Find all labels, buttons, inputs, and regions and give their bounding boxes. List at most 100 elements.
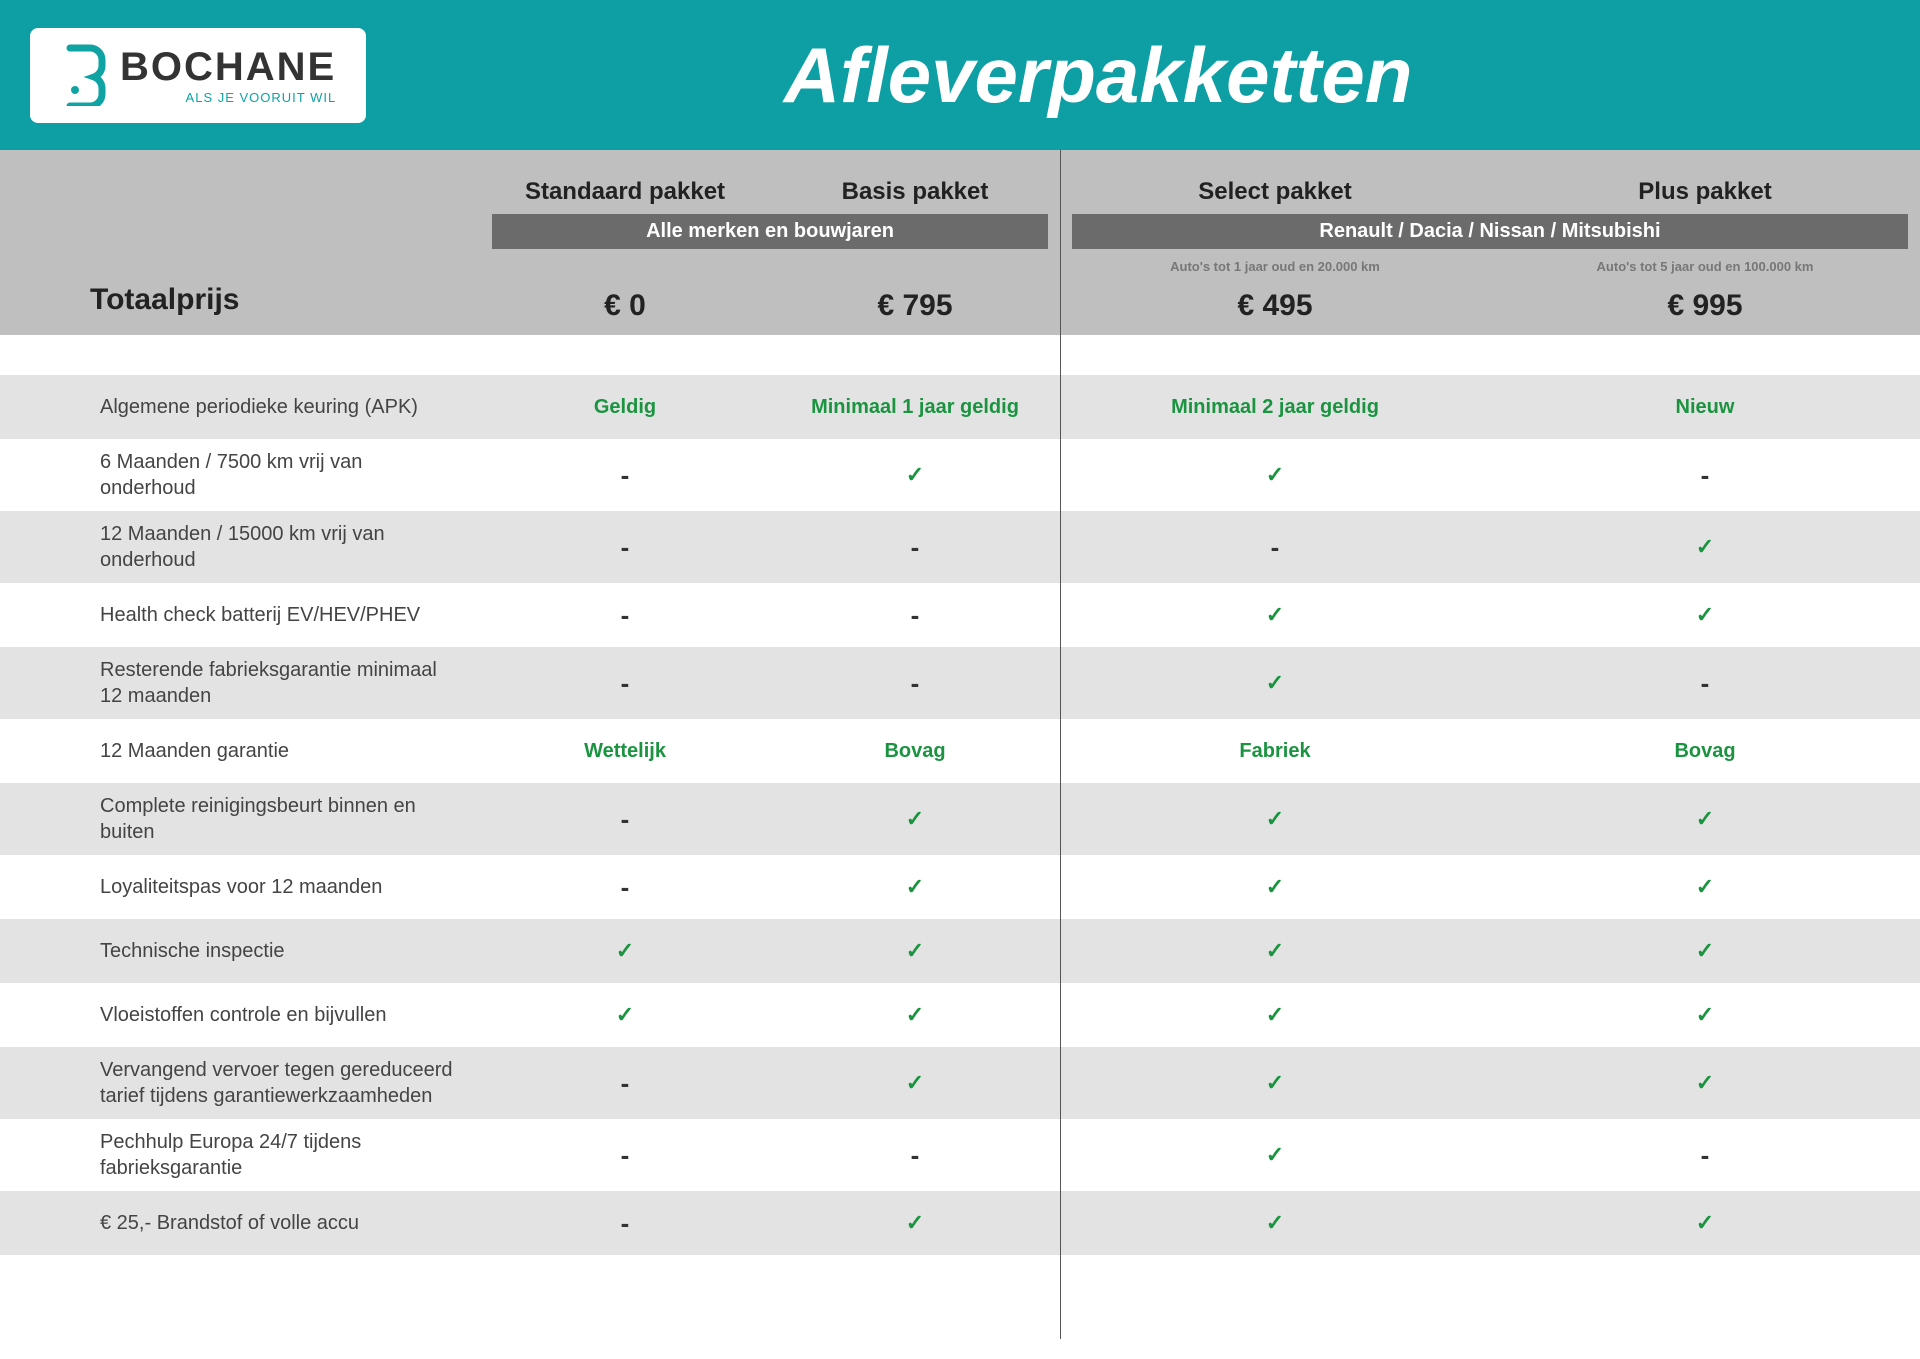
dash-icon: - — [1701, 460, 1710, 490]
dash-icon: - — [911, 600, 920, 630]
feature-cell: ✓ — [1490, 1210, 1920, 1236]
dash-icon: - — [911, 532, 920, 562]
check-icon: ✓ — [1696, 1210, 1714, 1235]
table-row: Pechhulp Europa 24/7 tijdens fabrieksgar… — [0, 1119, 1920, 1191]
feature-cell: ✓ — [770, 1210, 1060, 1236]
feature-label: Technische inspectie — [0, 938, 480, 964]
feature-cell: ✓ — [480, 1002, 770, 1028]
check-icon: ✓ — [906, 462, 924, 487]
feature-label: € 25,- Brandstof of volle accu — [0, 1210, 480, 1236]
feature-cell: - — [1060, 532, 1490, 563]
dash-icon: - — [621, 872, 630, 902]
feature-cell: ✓ — [1490, 874, 1920, 900]
feature-label: Vloeistoffen controle en bijvullen — [0, 1002, 480, 1028]
feature-cell: ✓ — [480, 938, 770, 964]
feature-cell: Bovag — [1490, 740, 1920, 763]
check-icon: ✓ — [1266, 806, 1284, 831]
check-icon: ✓ — [906, 874, 924, 899]
feature-label: 12 Maanden / 15000 km vrij van onderhoud — [0, 521, 480, 573]
logo: BOCHANE ALS JE VOORUIT WIL — [30, 28, 366, 123]
feature-cell: - — [770, 600, 1060, 631]
feature-cell: ✓ — [1490, 534, 1920, 560]
check-icon: ✓ — [1266, 1210, 1284, 1235]
check-icon: ✓ — [1266, 1002, 1284, 1027]
feature-cell: Minimaal 2 jaar geldig — [1060, 396, 1490, 419]
column-header: Plus pakket — [1490, 178, 1920, 206]
dash-icon: - — [1701, 1140, 1710, 1170]
check-icon: ✓ — [1266, 938, 1284, 963]
table-row: 6 Maanden / 7500 km vrij van onderhoud-✓… — [0, 439, 1920, 511]
table-row: Resterende fabrieksgarantie minimaal 12 … — [0, 647, 1920, 719]
column-header: Standaard pakket — [480, 178, 770, 206]
feature-cell: ✓ — [1060, 1002, 1490, 1028]
feature-cell: Nieuw — [1490, 396, 1920, 419]
feature-cell: ✓ — [1490, 602, 1920, 628]
feature-cell: - — [480, 1068, 770, 1099]
table-row: 12 Maanden garantieWettelijkBovagFabriek… — [0, 719, 1920, 783]
dash-icon: - — [621, 460, 630, 490]
feature-cell: Fabriek — [1060, 740, 1490, 763]
column-subnote: Auto's tot 1 jaar oud en 20.000 km — [1060, 259, 1490, 277]
feature-cell: ✓ — [770, 1070, 1060, 1096]
feature-cell: - — [1490, 460, 1920, 491]
dash-icon: - — [621, 532, 630, 562]
feature-cell: ✓ — [1060, 938, 1490, 964]
feature-label: Loyaliteitspas voor 12 maanden — [0, 874, 480, 900]
dash-icon: - — [621, 600, 630, 630]
table-row: Loyaliteitspas voor 12 maanden - ✓ ✓ ✓ — [0, 855, 1920, 919]
feature-cell: ✓ — [1060, 1210, 1490, 1236]
feature-cell: ✓ — [1060, 806, 1490, 832]
feature-cell: ✓ — [770, 874, 1060, 900]
package-price: € 995 — [1490, 289, 1920, 323]
check-icon: ✓ — [1266, 1070, 1284, 1095]
table-row: € 25,- Brandstof of volle accu - ✓ ✓ ✓ — [0, 1191, 1920, 1255]
dash-icon: - — [621, 1068, 630, 1098]
package-name: Select pakket — [1060, 178, 1490, 206]
feature-cell: ✓ — [770, 1002, 1060, 1028]
check-icon: ✓ — [1266, 874, 1284, 899]
feature-cell: Geldig — [480, 396, 770, 419]
feature-cell: ✓ — [770, 806, 1060, 832]
feature-cell: Bovag — [770, 740, 1060, 763]
feature-label: Resterende fabrieksgarantie minimaal 12 … — [0, 657, 480, 709]
dash-icon: - — [621, 668, 630, 698]
check-icon: ✓ — [1696, 534, 1714, 559]
feature-cell: ✓ — [1060, 1142, 1490, 1168]
feature-label: 12 Maanden garantie — [0, 738, 480, 764]
table-row: Complete reinigingsbeurt binnen en buite… — [0, 783, 1920, 855]
feature-cell: - — [480, 1208, 770, 1239]
feature-cell: - — [480, 460, 770, 491]
feature-cell: ✓ — [1490, 1002, 1920, 1028]
column-divider — [1060, 335, 1061, 1339]
check-icon: ✓ — [906, 1002, 924, 1027]
logo-text: BOCHANE ALS JE VOORUIT WIL — [120, 47, 336, 104]
dash-icon: - — [1271, 532, 1280, 562]
feature-cell: - — [480, 1140, 770, 1171]
header: BOCHANE ALS JE VOORUIT WIL Afleverpakket… — [0, 0, 1920, 150]
feature-cell: ✓ — [1060, 670, 1490, 696]
check-icon: ✓ — [1696, 602, 1714, 627]
feature-label: Complete reinigingsbeurt binnen en buite… — [0, 793, 480, 845]
price-row-label: Totaalprijs — [0, 283, 480, 323]
column-subnote — [480, 259, 770, 277]
feature-cell: - — [770, 532, 1060, 563]
dash-icon: - — [621, 1140, 630, 1170]
feature-cell: - — [480, 804, 770, 835]
dash-icon: - — [621, 1208, 630, 1238]
feature-cell: ✓ — [1060, 874, 1490, 900]
feature-cell: - — [770, 668, 1060, 699]
check-icon: ✓ — [1696, 874, 1714, 899]
feature-label: Health check batterij EV/HEV/PHEV — [0, 602, 480, 628]
table-row: Health check batterij EV/HEV/PHEV--✓✓ — [0, 583, 1920, 647]
table-row: Vloeistoffen controle en bijvullen✓✓✓✓ — [0, 983, 1920, 1047]
column-group-label: Alle merken en bouwjaren — [492, 214, 1048, 249]
package-name: Standaard pakket — [480, 178, 770, 206]
table-row: Vervangend vervoer tegen gereduceerd tar… — [0, 1047, 1920, 1119]
feature-label: Pechhulp Europa 24/7 tijdens fabrieksgar… — [0, 1129, 480, 1181]
feature-label: Algemene periodieke keuring (APK) — [0, 394, 480, 420]
package-price: € 495 — [1060, 289, 1490, 323]
check-icon: ✓ — [906, 1070, 924, 1095]
feature-cell: ✓ — [770, 462, 1060, 488]
column-group-label: Renault / Dacia / Nissan / Mitsubishi — [1072, 214, 1908, 249]
logo-tagline: ALS JE VOORUIT WIL — [186, 91, 337, 104]
